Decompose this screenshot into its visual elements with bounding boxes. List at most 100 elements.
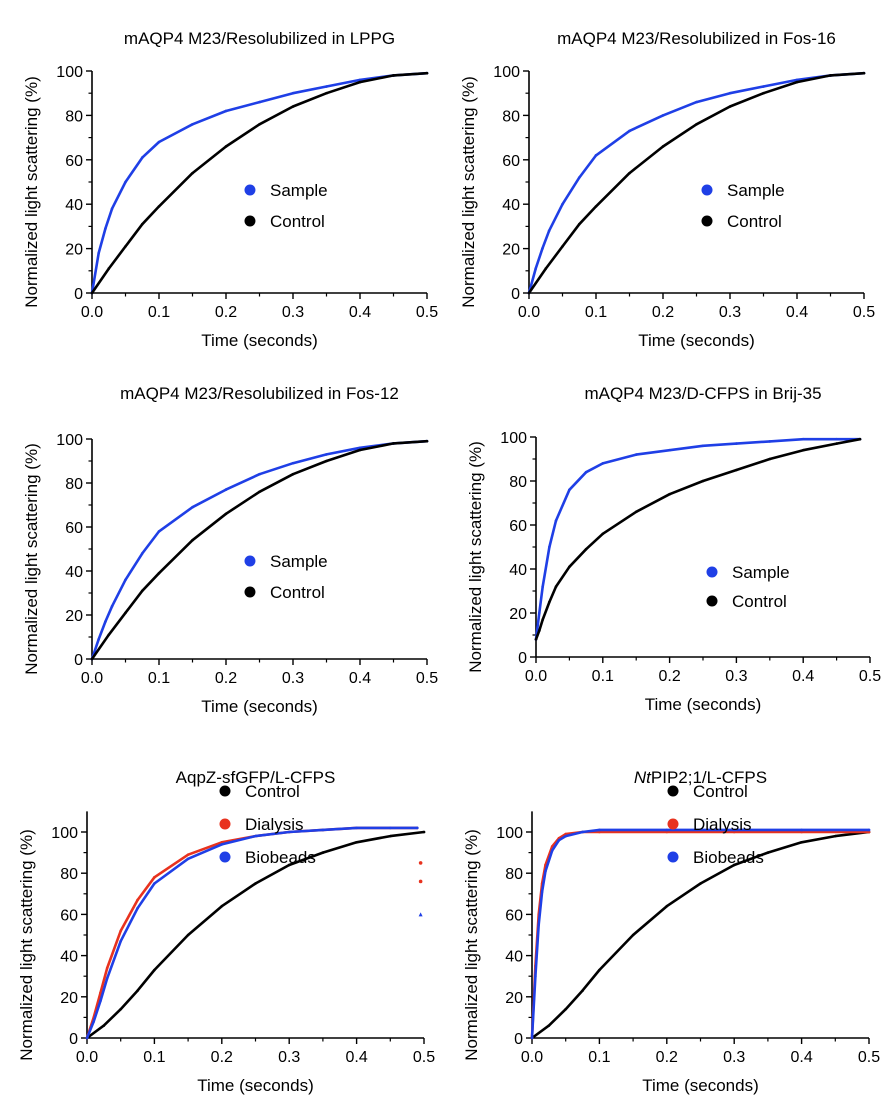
y-axis-label: Normalized light scattering (%)	[22, 443, 41, 674]
legend-marker-sample	[244, 555, 256, 567]
data-point-control	[392, 442, 395, 445]
x-tick-label: 0.0	[76, 1049, 98, 1066]
data-point-sample	[584, 470, 588, 474]
y-tick-label: 0	[74, 286, 83, 303]
data-point-control	[422, 830, 426, 834]
data-point-control	[157, 571, 161, 575]
data-point-control	[107, 633, 111, 637]
data-point-control	[554, 585, 558, 588]
x-tick-label: 0.4	[345, 1049, 367, 1066]
data-point-control	[124, 611, 127, 615]
data-point-control	[768, 457, 772, 461]
data-point-sample	[157, 530, 161, 533]
legend-marker-control	[701, 215, 713, 227]
x-tick-label: 0.5	[853, 304, 875, 321]
x-tick-label: 0.3	[282, 670, 304, 687]
chart-title: NtPIP2;1/L-CFPS	[634, 768, 767, 787]
data-point-biobeads	[581, 830, 584, 834]
legend-label-control: Control	[732, 592, 787, 611]
data-point-control	[392, 74, 395, 77]
data-point-control	[577, 222, 581, 226]
data-point-sample	[97, 251, 100, 255]
data-point-sample	[291, 461, 295, 465]
data-point-control	[695, 122, 698, 126]
data-point-dialysis	[119, 929, 122, 933]
legend-label-sample: Sample	[270, 181, 328, 200]
data-point-control	[90, 657, 94, 661]
data-point-control	[287, 863, 291, 867]
data-point-control	[631, 933, 635, 937]
series-line-sample	[534, 437, 862, 641]
data-point-control	[835, 442, 838, 445]
data-point-control	[220, 904, 224, 908]
legend-label-biobeads: Biobeads	[693, 848, 764, 867]
data-point-sample	[104, 227, 107, 230]
data-point-control	[701, 479, 705, 483]
legend-marker-control	[244, 586, 256, 598]
x-tick-label: 0.5	[416, 670, 438, 687]
x-tick-label: 0.4	[349, 670, 371, 687]
data-point-biobeads	[389, 826, 392, 830]
x-tick-label: 0.2	[211, 1049, 233, 1066]
outlier-point	[418, 912, 423, 917]
data-point-control	[628, 171, 631, 175]
y-tick-label: 60	[505, 907, 523, 924]
chart-title-rest: PIP2;1/L-CFPS	[651, 768, 767, 787]
data-point-sample	[541, 247, 544, 250]
data-point-dialysis	[136, 898, 139, 902]
data-point-biobeads	[732, 828, 736, 832]
data-point-sample	[110, 207, 114, 210]
chart-title-italic: Nt	[634, 768, 652, 787]
legend-marker-biobeads	[667, 851, 679, 863]
data-point-biobeads	[534, 974, 537, 978]
y-tick-label: 80	[505, 866, 523, 883]
y-tick-label: 20	[60, 990, 78, 1007]
data-point-sample	[325, 453, 328, 456]
legend-label-dialysis: Dialysis	[245, 815, 304, 834]
x-tick-label: 0.1	[148, 304, 170, 321]
data-point-sample	[801, 437, 805, 441]
data-point-sample	[554, 519, 558, 522]
y-tick-label: 80	[502, 108, 520, 125]
data-point-control	[157, 205, 161, 208]
data-point-sample	[358, 78, 362, 82]
data-point-biobeads	[220, 843, 224, 846]
data-point-biobeads	[550, 849, 554, 852]
data-point-dialysis	[105, 966, 109, 970]
data-point-control	[140, 589, 144, 593]
data-point-control	[425, 439, 429, 443]
x-tick-label: 0.2	[215, 304, 237, 321]
legend-marker-control	[706, 595, 718, 607]
data-point-biobeads	[557, 838, 561, 842]
y-tick-label: 0	[511, 286, 520, 303]
data-point-biobeads	[119, 939, 122, 943]
x-tick-label: 0.0	[525, 668, 547, 685]
y-tick-label: 100	[51, 825, 78, 842]
y-tick-label: 0	[514, 1031, 523, 1048]
y-tick-label: 40	[502, 197, 520, 214]
y-axis-label: Normalized light scattering (%)	[22, 76, 41, 307]
data-point-control	[561, 245, 564, 248]
data-point-sample	[224, 109, 228, 113]
data-point-control	[224, 145, 228, 148]
y-axis-label: Normalized light scattering (%)	[466, 441, 485, 672]
data-point-sample	[835, 437, 838, 441]
data-point-control	[834, 834, 837, 838]
data-point-biobeads	[867, 828, 871, 832]
legend-marker-sample	[706, 566, 718, 578]
data-point-control	[584, 547, 588, 551]
y-tick-label: 80	[509, 474, 527, 491]
y-tick-label: 0	[518, 650, 527, 667]
data-point-sample	[110, 604, 114, 608]
y-tick-label: 80	[60, 866, 78, 883]
y-tick-label: 100	[496, 825, 523, 842]
data-point-sample	[538, 611, 541, 615]
x-tick-label: 0.1	[143, 1049, 165, 1066]
data-point-sample	[701, 444, 705, 448]
data-point-sample	[548, 545, 551, 549]
data-point-dialysis	[800, 830, 803, 834]
data-point-dialysis	[665, 830, 669, 834]
data-point-sample	[762, 85, 765, 88]
series-line-biobeads	[530, 828, 871, 1040]
data-point-sample	[104, 620, 107, 623]
